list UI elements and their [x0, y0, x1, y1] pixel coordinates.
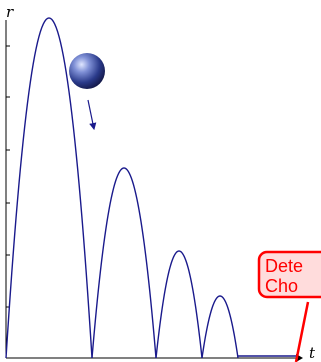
arch-4 — [201, 295, 239, 359]
y-axis-label: r — [6, 3, 14, 21]
arch-1 — [5, 17, 93, 359]
x-axis-label: t — [309, 344, 316, 362]
fall-arrow — [87, 99, 97, 131]
series-trajectory — [5, 17, 296, 359]
arch-3 — [155, 250, 203, 359]
ball — [69, 53, 105, 89]
detector-callout: Dete Cho — [257, 250, 321, 299]
callout-pointer — [294, 301, 310, 362]
arch-2 — [91, 167, 157, 359]
callout-line-2: Cho — [265, 276, 298, 296]
callout-line-1: Dete — [265, 256, 303, 276]
